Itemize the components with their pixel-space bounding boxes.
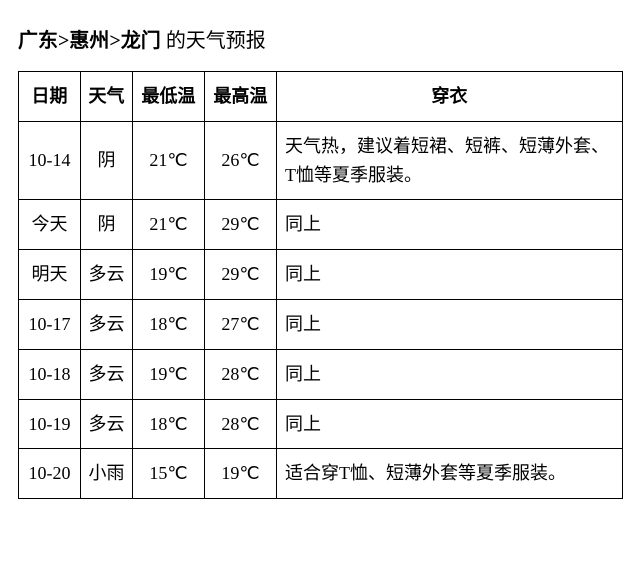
breadcrumb-city: 惠州 [69,30,109,52]
table-row: 10-18多云19℃28℃同上 [19,349,623,399]
cell-high: 28℃ [205,399,277,449]
forecast-table: 日期 天气 最低温 最高温 穿衣 10-14阴21℃26℃天气热，建议着短裙、短… [18,71,623,499]
title-suffix: 的天气预报 [161,30,266,52]
table-header-row: 日期 天气 最低温 最高温 穿衣 [19,72,623,122]
table-row: 今天阴21℃29℃同上 [19,200,623,250]
cell-low: 19℃ [133,250,205,300]
cell-date: 10-19 [19,399,81,449]
breadcrumb-province: 广东 [18,30,58,52]
cell-weather: 阴 [81,121,133,200]
cell-dress: 适合穿T恤、短薄外套等夏季服装。 [277,449,623,499]
cell-high: 28℃ [205,349,277,399]
cell-date: 10-20 [19,449,81,499]
cell-date: 10-18 [19,349,81,399]
cell-date: 10-17 [19,299,81,349]
cell-low: 21℃ [133,121,205,200]
breadcrumb-sep: > [58,30,69,52]
cell-weather: 多云 [81,399,133,449]
cell-date: 今天 [19,200,81,250]
table-row: 10-17多云18℃27℃同上 [19,299,623,349]
cell-dress: 同上 [277,349,623,399]
cell-high: 29℃ [205,200,277,250]
col-header-low: 最低温 [133,72,205,122]
breadcrumb-district: 龙门 [121,30,161,52]
cell-high: 19℃ [205,449,277,499]
cell-high: 26℃ [205,121,277,200]
cell-low: 15℃ [133,449,205,499]
cell-weather: 多云 [81,349,133,399]
cell-low: 18℃ [133,299,205,349]
cell-dress: 同上 [277,399,623,449]
col-header-high: 最高温 [205,72,277,122]
col-header-weather: 天气 [81,72,133,122]
col-header-dress: 穿衣 [277,72,623,122]
cell-weather: 小雨 [81,449,133,499]
cell-dress: 同上 [277,200,623,250]
page-title: 广东>惠州>龙门 的天气预报 [18,24,622,53]
cell-weather: 多云 [81,299,133,349]
cell-low: 18℃ [133,399,205,449]
cell-dress: 同上 [277,250,623,300]
cell-weather: 阴 [81,200,133,250]
table-row: 10-19多云18℃28℃同上 [19,399,623,449]
cell-high: 27℃ [205,299,277,349]
table-row: 10-14阴21℃26℃天气热，建议着短裙、短裤、短薄外套、T恤等夏季服装。 [19,121,623,200]
cell-date: 明天 [19,250,81,300]
breadcrumb-sep: > [109,30,120,52]
cell-dress: 天气热，建议着短裙、短裤、短薄外套、T恤等夏季服装。 [277,121,623,200]
table-row: 10-20小雨15℃19℃适合穿T恤、短薄外套等夏季服装。 [19,449,623,499]
col-header-date: 日期 [19,72,81,122]
cell-low: 19℃ [133,349,205,399]
cell-weather: 多云 [81,250,133,300]
cell-dress: 同上 [277,299,623,349]
cell-high: 29℃ [205,250,277,300]
cell-date: 10-14 [19,121,81,200]
table-row: 明天多云19℃29℃同上 [19,250,623,300]
cell-low: 21℃ [133,200,205,250]
